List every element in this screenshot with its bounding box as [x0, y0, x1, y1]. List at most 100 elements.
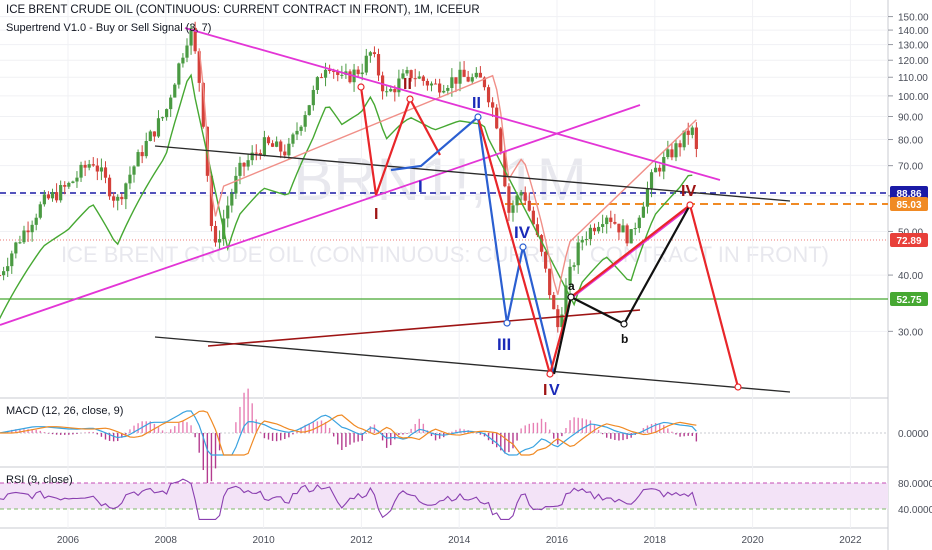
y-tick-label: 30.00: [898, 327, 923, 338]
candle-body: [450, 77, 454, 88]
candle-body: [645, 188, 650, 207]
x-tick-label: 2012: [350, 535, 373, 546]
wave-label-I-mid: I: [418, 177, 423, 196]
candle-body: [397, 78, 401, 93]
macd-pane: 0.0000: [0, 388, 929, 487]
candle-body: [140, 152, 144, 157]
candle-body: [328, 69, 332, 72]
y-tick-label: 130.00: [898, 41, 929, 52]
candle-body: [438, 83, 442, 93]
candle-body: [319, 77, 324, 79]
candle-body: [22, 230, 26, 243]
candle-body: [588, 227, 593, 240]
candle-body: [87, 164, 91, 168]
wave-label-a: a: [568, 279, 575, 293]
candle-body: [148, 131, 152, 141]
candle-body: [246, 160, 250, 167]
trendline-magenta-upper: [184, 27, 721, 181]
candle-body: [364, 55, 368, 73]
y-tick-label: 40.00: [898, 271, 923, 282]
candle-body: [189, 27, 193, 46]
candle-body: [531, 210, 535, 225]
rsi-line: [0, 478, 697, 520]
candle-body: [360, 72, 364, 75]
candle-body: [156, 118, 161, 137]
candle-body: [605, 217, 609, 225]
candle-body: [507, 186, 511, 213]
candle-body: [144, 140, 148, 157]
candle-body: [254, 152, 258, 154]
candle-body: [226, 205, 230, 219]
candle-body: [592, 227, 597, 232]
trendline-magenta-lower: [0, 104, 641, 326]
candle-body: [552, 295, 556, 310]
rsi-tick-label: 40.0000: [898, 505, 932, 516]
price-badge-bg: [890, 197, 928, 211]
watermark-name: ICE BRENT CRUDE OIL (CONTINUOUS: CURRENT…: [61, 242, 829, 267]
candle-body: [258, 153, 262, 155]
candle-body: [63, 185, 67, 187]
candle-body: [686, 130, 690, 135]
candle-body: [462, 69, 466, 77]
candle-body: [30, 224, 34, 233]
candle-body: [446, 87, 450, 91]
candle-body: [250, 152, 254, 161]
candle-body: [315, 77, 319, 90]
candle-body: [609, 217, 613, 222]
supertrend-red-line: [198, 48, 697, 295]
candle-body: [213, 225, 218, 243]
candle-body: [654, 167, 658, 173]
candle-body: [694, 127, 698, 149]
candle-body: [625, 225, 629, 244]
candle-body: [389, 89, 393, 92]
candle-body: [548, 268, 552, 296]
candle-body: [682, 130, 686, 148]
candle-body: [116, 196, 120, 201]
trendline-darkred: [207, 309, 641, 347]
trendline-black-lower: [154, 336, 791, 393]
trendline-black-upper: [154, 145, 791, 202]
candle-body: [209, 175, 214, 226]
candle-body: [152, 131, 156, 137]
y-tick-label: 100.00: [898, 92, 929, 103]
candle-body: [421, 76, 425, 81]
candle-body: [295, 130, 299, 135]
candle-body: [372, 52, 377, 55]
candle-body: [242, 162, 246, 167]
candle-body: [59, 185, 63, 201]
candle-body: [523, 192, 527, 201]
candle-body: [368, 52, 372, 56]
candle-body: [393, 89, 397, 93]
candle-body: [283, 151, 287, 156]
candle-body: [132, 166, 136, 175]
candle-body: [197, 51, 201, 83]
price-badge-label: 52.75: [896, 295, 921, 306]
price-badge-label: 85.03: [896, 200, 921, 211]
wave-label-I-left: I: [374, 206, 378, 223]
rsi-band: [0, 483, 888, 509]
candle-body: [262, 137, 267, 155]
candle-body: [486, 87, 491, 103]
candle-body: [124, 183, 128, 200]
trendline-magenta-right: [572, 206, 691, 298]
price-badge-bg: [890, 292, 928, 306]
y-tick-label: 140.00: [898, 26, 929, 37]
candle-body: [621, 225, 625, 233]
y-tick-label: 70.00: [898, 162, 923, 173]
candle-body: [34, 217, 38, 225]
price-badge-label: 72.89: [896, 236, 921, 247]
candle-body: [568, 266, 572, 286]
y-tick-label: 90.00: [898, 112, 923, 123]
candle-body: [201, 82, 205, 127]
wave-label-V-mid: V: [549, 382, 560, 399]
candle-body: [401, 73, 405, 79]
y-tick-label: 110.00: [898, 73, 928, 84]
price-badge-bg: [890, 186, 928, 200]
candle-body: [433, 83, 438, 85]
candle-body: [266, 137, 271, 144]
candle-body: [491, 102, 495, 108]
candle-body: [601, 224, 605, 227]
candle-body: [42, 194, 46, 205]
